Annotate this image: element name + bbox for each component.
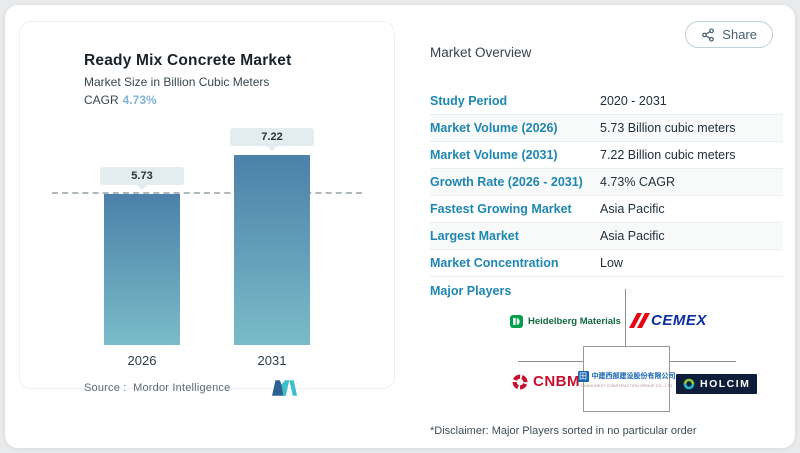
row-label: Market Volume (2026) xyxy=(430,121,558,135)
bar-2031 xyxy=(234,155,310,345)
cagr-line: CAGR 4.73% xyxy=(84,93,374,107)
bar-group-2031: 7.22 xyxy=(230,128,314,345)
row-label: Fastest Growing Market xyxy=(430,202,572,216)
cnbm-logo: CNBM xyxy=(512,373,580,390)
row-value: Asia Pacific xyxy=(600,229,665,243)
chart-header: Ready Mix Concrete Market Market Size in… xyxy=(20,22,394,107)
cemex-slashes-icon xyxy=(629,313,650,328)
divider-line-vertical xyxy=(625,289,626,347)
holcim-logo: HOLCIM xyxy=(676,374,758,394)
china-west-construction-logo: 田 中建西部建设股份有限公司 CHINA WEST CONSTRUCTION G… xyxy=(577,346,676,412)
table-row-market-volume-2026: Market Volume (2026) 5.73 Billion cubic … xyxy=(430,115,783,142)
holcim-icon xyxy=(683,378,695,390)
x-label-2026: 2026 xyxy=(127,353,157,368)
chart-subtitle: Market Size in Billion Cubic Meters xyxy=(84,75,270,89)
row-label: Market Volume (2031) xyxy=(430,148,558,162)
overview-table: Study Period 2020 - 2031 Market Volume (… xyxy=(430,88,783,277)
bar-2026 xyxy=(104,194,180,345)
row-label: Largest Market xyxy=(430,229,519,243)
source-label: Source : xyxy=(84,382,127,394)
chart-card: Ready Mix Concrete Market Market Size in… xyxy=(19,21,395,396)
table-row-fastest-growing-market: Fastest Growing Market Asia Pacific xyxy=(430,196,783,223)
source-row: Source : Mordor Intelligence xyxy=(20,380,394,396)
disclaimer-text: *Disclaimer: Major Players sorted in no … xyxy=(430,425,697,437)
row-value: Asia Pacific xyxy=(600,202,665,216)
value-label-2026: 5.73 xyxy=(100,167,184,185)
table-row-market-volume-2031: Market Volume (2031) 7.22 Billion cubic … xyxy=(430,142,783,169)
overview-heading: Market Overview xyxy=(430,45,532,60)
source-text: Source : Mordor Intelligence xyxy=(84,382,230,394)
major-players-label: Major Players xyxy=(430,284,512,298)
cagr-label: CAGR xyxy=(84,93,119,107)
heidelberg-materials-logo: Heidelberg Materials xyxy=(510,315,621,328)
row-value: Low xyxy=(600,256,623,270)
chart-title: Ready Mix Concrete Market xyxy=(84,52,292,69)
table-row-growth-rate: Growth Rate (2026 - 2031) 4.73% CAGR xyxy=(430,169,783,196)
value-label-2031: 7.22 xyxy=(230,128,314,146)
cnbm-icon xyxy=(512,373,528,390)
value-label-pointer xyxy=(267,146,277,151)
major-players-section: Major Players Heidelberg Materials xyxy=(430,284,783,419)
row-value: 5.73 Billion cubic meters xyxy=(600,121,736,135)
holcim-wordmark: HOLCIM xyxy=(700,378,751,390)
row-value: 4.73% CAGR xyxy=(600,175,676,189)
x-axis-labels: 2026 2031 xyxy=(20,353,394,368)
cagr-value: 4.73% xyxy=(122,93,157,107)
china-west-construction-wordmark: 中建西部建设股份有限公司 xyxy=(591,373,676,380)
report-card: Ready Mix Concrete Market Market Size in… xyxy=(4,4,796,449)
row-label: Market Concentration xyxy=(430,256,559,270)
bars-area: 5.73 7.22 xyxy=(54,113,360,345)
bar-chart: 5.73 7.22 xyxy=(52,113,362,345)
row-label: Study Period xyxy=(430,94,508,108)
reference-dashed-line xyxy=(52,192,362,194)
bar-group-2026: 5.73 xyxy=(100,167,184,345)
x-label-2031: 2031 xyxy=(257,353,287,368)
table-row-market-concentration: Market Concentration Low xyxy=(430,250,783,277)
value-label-pointer xyxy=(137,185,147,190)
table-row-study-period: Study Period 2020 - 2031 xyxy=(430,88,783,115)
cemex-wordmark: CEMEX xyxy=(651,312,707,329)
share-icon xyxy=(701,27,715,42)
heidelberg-materials-icon xyxy=(510,315,523,328)
cemex-logo: CEMEX xyxy=(629,312,707,329)
table-row-largest-market: Largest Market Asia Pacific xyxy=(430,223,783,250)
share-button-label: Share xyxy=(722,27,757,42)
china-west-construction-icon: 田 xyxy=(577,370,589,382)
china-west-construction-subtext: CHINA WEST CONSTRUCTION GROUP CO., LTD xyxy=(580,382,673,388)
mordor-intelligence-logo-icon xyxy=(272,380,298,396)
source-value: Mordor Intelligence xyxy=(133,382,231,394)
share-button[interactable]: Share xyxy=(685,21,773,48)
cnbm-wordmark: CNBM xyxy=(533,373,580,390)
row-value: 2020 - 2031 xyxy=(600,94,667,108)
row-label: Growth Rate (2026 - 2031) xyxy=(430,175,583,189)
market-overview-panel: Market Overview Study Period 2020 - 2031… xyxy=(430,45,783,437)
heidelberg-materials-wordmark: Heidelberg Materials xyxy=(528,316,621,327)
row-value: 7.22 Billion cubic meters xyxy=(600,148,736,162)
